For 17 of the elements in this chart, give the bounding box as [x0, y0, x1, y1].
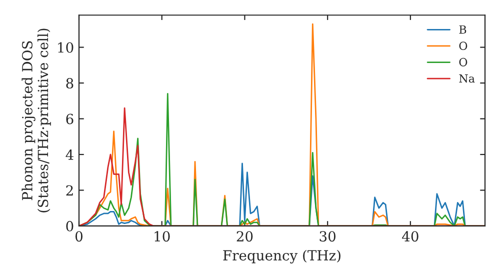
y-tick-label: 0	[66, 220, 74, 232]
legend-label: Na	[459, 74, 475, 83]
x-tick-label: 30	[320, 231, 336, 242]
x-tick-label: 10	[154, 231, 170, 242]
x-tick-label: 20	[236, 231, 253, 242]
y-tick-label: 2	[66, 185, 73, 196]
legend-label: O	[459, 58, 468, 66]
y-tick-label: 10	[58, 42, 74, 53]
legend-label: O	[459, 42, 468, 50]
x-tick-label: 40	[402, 231, 418, 242]
legend-label: B	[459, 25, 466, 34]
x-axis-title: Frequency (THz)	[223, 250, 340, 264]
y-tick-label: 4	[66, 149, 74, 160]
y-tick-label: 6	[66, 114, 74, 124]
x-tick-label: 0	[75, 231, 82, 242]
y-tick-label: 8	[66, 78, 74, 88]
y-axis-title: Phonon projected DOS (States/THz·primitive cell)	[22, 28, 51, 212]
